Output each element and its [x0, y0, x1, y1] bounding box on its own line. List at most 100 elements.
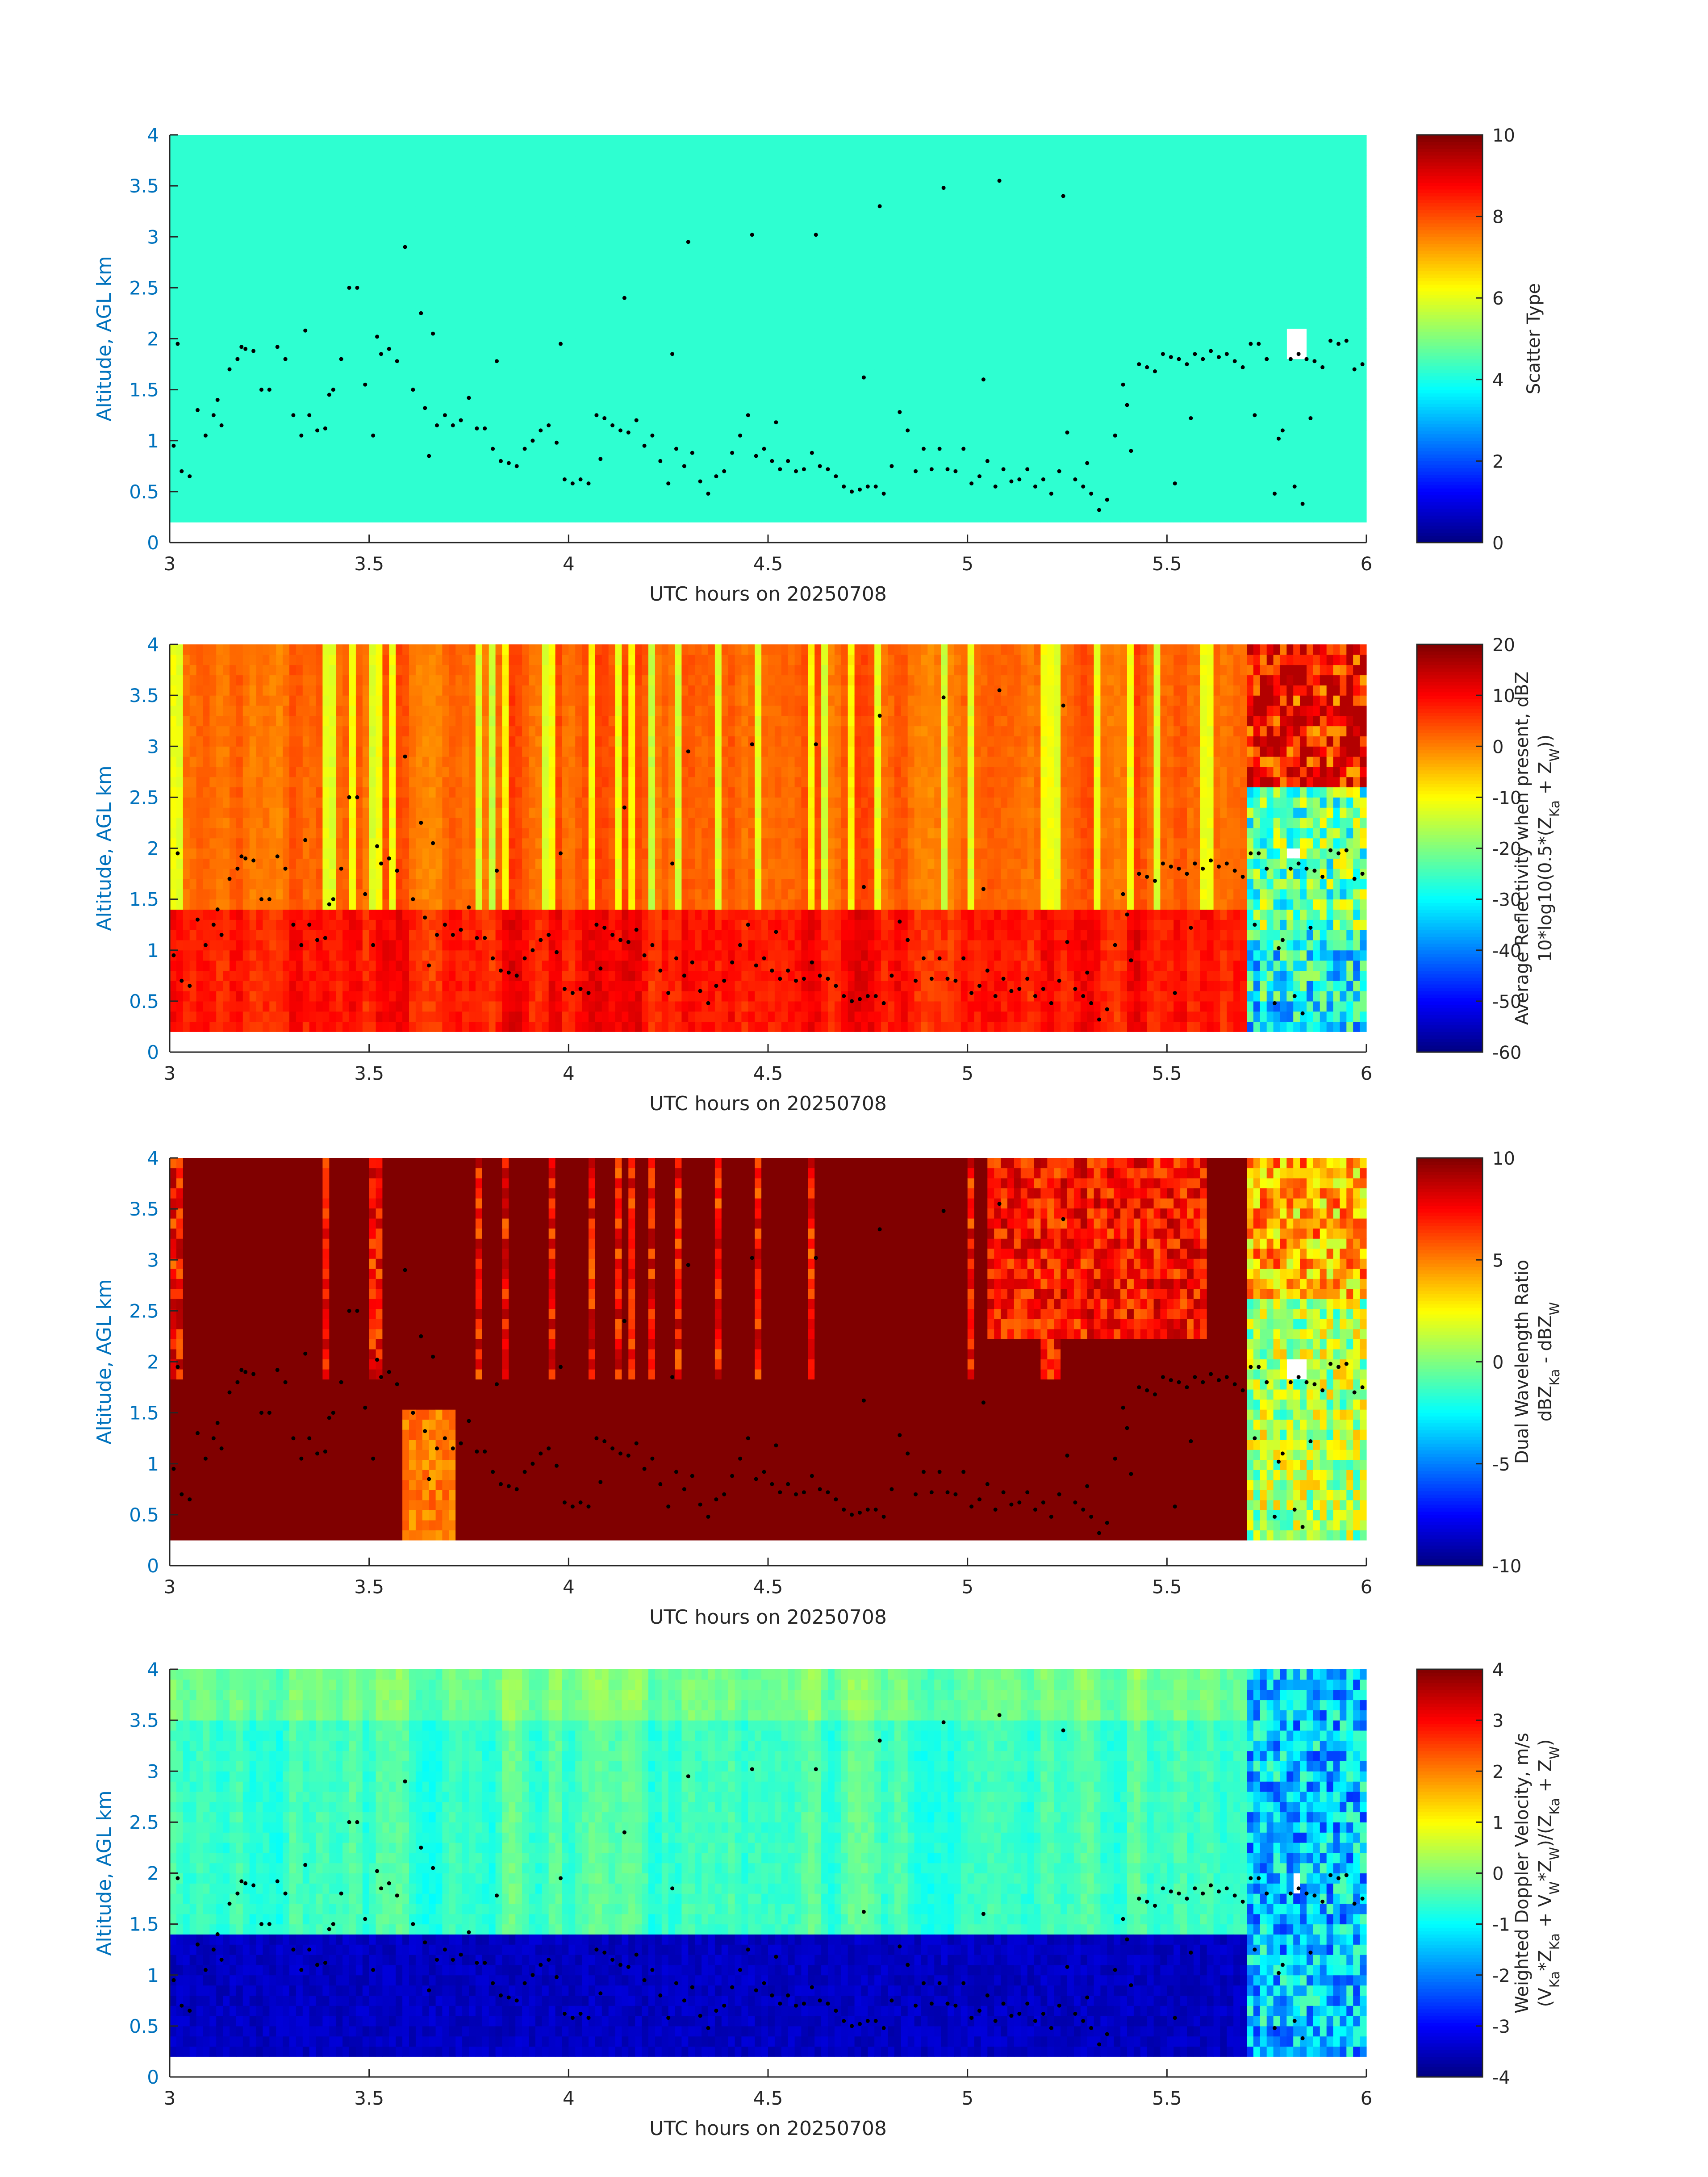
- heatmap-cell: [642, 155, 649, 166]
- heatmap-cell: [1034, 440, 1041, 451]
- heatmap-cell: [263, 349, 270, 359]
- heatmap-cell: [355, 165, 363, 176]
- heatmap-cell: [914, 328, 922, 339]
- heatmap-cell: [462, 165, 469, 176]
- heatmap-cell: [329, 257, 336, 268]
- heatmap-cell: [661, 277, 669, 288]
- heatmap-cell: [702, 349, 709, 359]
- heatmap-cell: [342, 369, 350, 380]
- heatmap-cell: [415, 175, 423, 186]
- heatmap-cell: [1007, 369, 1015, 380]
- heatmap-cell: [183, 247, 190, 258]
- heatmap-cell: [801, 267, 808, 278]
- heatmap-cell: [562, 501, 569, 513]
- heatmap-cell: [648, 308, 656, 319]
- heatmap-cell: [881, 288, 888, 298]
- heatmap-cell: [309, 237, 317, 247]
- heatmap-cell: [861, 135, 868, 146]
- heatmap-cell: [954, 196, 961, 207]
- heatmap-cell: [209, 155, 217, 166]
- heatmap-cell: [888, 267, 895, 278]
- heatmap-cell: [681, 328, 689, 339]
- heatmap-cell: [974, 206, 981, 217]
- heatmap-cell: [801, 247, 808, 258]
- heatmap-cell: [854, 512, 862, 522]
- heatmap-cell: [954, 430, 961, 441]
- heatmap-cell: [708, 206, 715, 217]
- heatmap-cell: [276, 165, 283, 176]
- heatmap-cell: [721, 420, 729, 431]
- heatmap-cell: [382, 318, 389, 329]
- heatmap-cell: [774, 389, 782, 400]
- heatmap-cell: [589, 451, 596, 461]
- heatmap-cell: [242, 420, 250, 431]
- heatmap-cell: [529, 471, 536, 482]
- heatmap-cell: [495, 440, 503, 451]
- heatmap-cell: [482, 216, 489, 227]
- heatmap-cell: [209, 349, 217, 359]
- heatmap-cell: [960, 389, 968, 400]
- heatmap-cell: [601, 338, 609, 349]
- heatmap-cell: [1001, 379, 1008, 390]
- heatmap-cell: [808, 288, 815, 298]
- heatmap-cell: [582, 461, 589, 472]
- heatmap-cell: [728, 389, 735, 400]
- heatmap-cell: [495, 328, 503, 339]
- heatmap-cell: [283, 461, 290, 472]
- heatmap-cell: [868, 512, 875, 522]
- heatmap-cell: [635, 277, 642, 288]
- heatmap-cell: [369, 298, 376, 309]
- heatmap-cell: [688, 196, 695, 207]
- heatmap-cell: [768, 379, 775, 390]
- heatmap-cell: [714, 206, 722, 217]
- heatmap-cell: [442, 369, 449, 380]
- heatmap-cell: [236, 481, 243, 492]
- heatmap-cell: [396, 471, 403, 482]
- heatmap-cell: [449, 430, 456, 441]
- heatmap-cell: [269, 430, 276, 441]
- heatmap-cell: [203, 308, 210, 319]
- heatmap-cell: [495, 206, 503, 217]
- heatmap-cell: [462, 237, 469, 247]
- heatmap-cell: [595, 237, 602, 247]
- heatmap-cell: [283, 512, 290, 522]
- heatmap-cell: [575, 420, 582, 431]
- heatmap-cell: [415, 491, 423, 502]
- heatmap-cell: [735, 318, 742, 329]
- heatmap-cell: [861, 308, 868, 319]
- heatmap-cell: [242, 338, 250, 349]
- heatmap-cell: [761, 501, 768, 513]
- heatmap-cell: [888, 451, 895, 461]
- heatmap-cell: [495, 165, 503, 176]
- heatmap-cell: [223, 196, 230, 207]
- heatmap-cell: [455, 440, 463, 451]
- heatmap-cell: [462, 196, 469, 207]
- heatmap-cell: [230, 155, 237, 166]
- heatmap-cell: [728, 298, 735, 309]
- heatmap-cell: [489, 145, 496, 156]
- heatmap-cell: [329, 165, 336, 176]
- heatmap-cell: [888, 257, 895, 268]
- heatmap-cell: [675, 338, 682, 349]
- heatmap-cell: [808, 267, 815, 278]
- heatmap-cell: [755, 257, 762, 268]
- heatmap-cell: [868, 226, 875, 237]
- heatmap-cell: [648, 440, 656, 451]
- heatmap-cell: [748, 349, 755, 359]
- heatmap-cell: [894, 186, 902, 196]
- heatmap-cell: [768, 389, 775, 400]
- heatmap-cell: [981, 512, 988, 522]
- heatmap-cell: [435, 247, 443, 258]
- heatmap-cell: [256, 461, 263, 472]
- heatmap-cell: [449, 512, 456, 522]
- heatmap-cell: [502, 206, 509, 217]
- heatmap-cell: [1027, 257, 1035, 268]
- heatmap-cell: [721, 257, 729, 268]
- heatmap-cell: [748, 512, 755, 522]
- heatmap-cell: [336, 400, 343, 410]
- heatmap-cell: [489, 308, 496, 319]
- heatmap-cell: [342, 226, 350, 237]
- heatmap-cell: [615, 237, 622, 247]
- heatmap-cell: [788, 175, 795, 186]
- heatmap-cell: [223, 288, 230, 298]
